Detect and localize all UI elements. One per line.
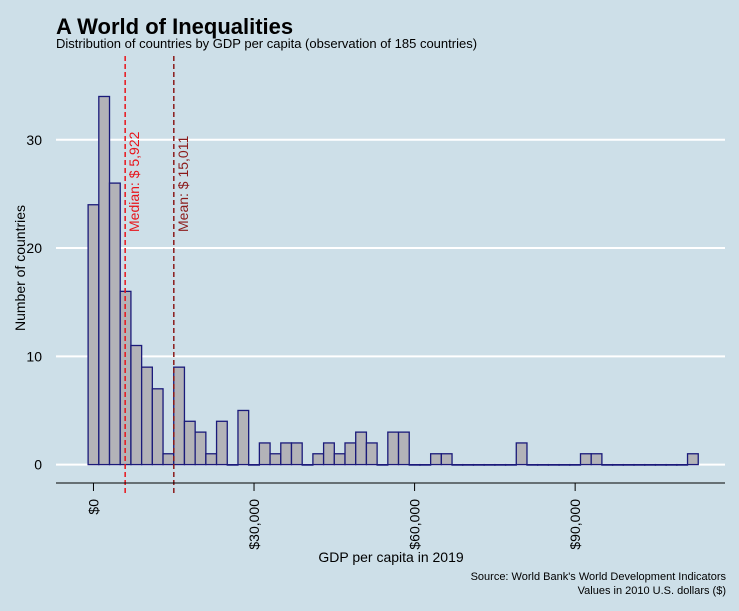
units-note: Values in 2010 U.S. dollars ($) — [578, 585, 726, 597]
histogram-bar — [280, 442, 293, 466]
histogram-bar — [290, 442, 303, 466]
median-label: Median: $ 5,922 — [126, 131, 142, 232]
histogram-bar — [504, 463, 517, 466]
histogram-bar — [547, 463, 560, 466]
source-note: Source: World Bank's World Development I… — [471, 571, 727, 583]
histogram-bar — [569, 463, 582, 466]
histogram-bar — [537, 463, 550, 466]
y-axis-ticks: 0 10 20 30 — [26, 132, 42, 473]
histogram-bar — [665, 463, 678, 466]
histogram-bar — [344, 442, 357, 466]
histogram-bar — [654, 463, 667, 466]
y-tick-label: 10 — [26, 348, 42, 364]
histogram-bar — [205, 453, 218, 466]
histogram-bar — [579, 453, 592, 466]
y-tick-label: 30 — [26, 132, 42, 148]
y-tick-label: 0 — [34, 457, 42, 473]
chart-title: A World of Inequalities — [56, 14, 293, 39]
histogram-bar — [183, 420, 196, 466]
histogram-bar — [483, 463, 496, 466]
histogram-bar — [98, 95, 111, 466]
histogram-bar — [237, 409, 250, 466]
histogram-bar — [87, 204, 100, 466]
reference-lines: Median: $ 5,922 Mean: $ 15,011 — [124, 56, 191, 496]
histogram-bar — [686, 453, 699, 466]
histogram-bar — [162, 453, 175, 466]
histogram-bar — [355, 431, 368, 466]
histogram-bar — [462, 463, 475, 466]
histogram-bar — [590, 453, 603, 466]
histogram-bar — [173, 366, 186, 466]
histogram-bar — [601, 463, 614, 466]
histogram-bar — [419, 463, 432, 466]
histogram-bar — [301, 463, 314, 466]
histogram-bar — [248, 463, 261, 466]
histogram-bar — [397, 431, 410, 466]
histogram-bar — [365, 442, 378, 466]
mean-label: Mean: $ 15,011 — [175, 136, 191, 232]
histogram-bar — [333, 453, 346, 466]
histogram-bar — [151, 388, 164, 466]
histogram-bar — [269, 453, 282, 466]
histogram-bar — [258, 442, 271, 466]
histogram-bar — [312, 453, 325, 466]
histogram-bar — [644, 463, 657, 466]
histogram-bar — [558, 463, 571, 466]
histogram-bar — [515, 442, 528, 466]
x-tick-label: $30,000 — [246, 499, 262, 550]
histogram-bar — [622, 463, 635, 466]
histogram-bar — [494, 463, 507, 466]
x-tick-label: $60,000 — [407, 499, 423, 550]
histogram-bar — [215, 420, 228, 466]
histogram-bar — [140, 366, 153, 466]
histogram-bar — [526, 463, 539, 466]
x-axis-ticks: $0 $30,000 $60,000 $90,000 — [85, 483, 583, 550]
histogram-bar — [387, 431, 400, 466]
x-tick-label: $0 — [85, 499, 101, 515]
x-axis-label: GDP per capita in 2019 — [318, 549, 463, 565]
x-tick-label: $90,000 — [567, 499, 583, 550]
y-tick-label: 20 — [26, 240, 42, 256]
histogram-bar — [226, 463, 239, 466]
histogram-bar — [429, 453, 442, 466]
chart-subtitle: Distribution of countries by GDP per cap… — [56, 36, 477, 51]
histogram-bar — [451, 463, 464, 466]
histogram-bar — [194, 431, 207, 466]
histogram-bar — [633, 463, 646, 466]
histogram-bar — [130, 344, 143, 466]
y-axis-label: Number of countries — [12, 205, 28, 331]
histogram-bar — [676, 463, 689, 466]
histogram-bar — [440, 453, 453, 466]
histogram-bar — [322, 442, 335, 466]
histogram-bar — [408, 463, 421, 466]
histogram-bar — [376, 463, 389, 466]
histogram-bar — [108, 182, 121, 466]
histogram-bar — [472, 463, 485, 466]
histogram-bar — [611, 463, 624, 466]
